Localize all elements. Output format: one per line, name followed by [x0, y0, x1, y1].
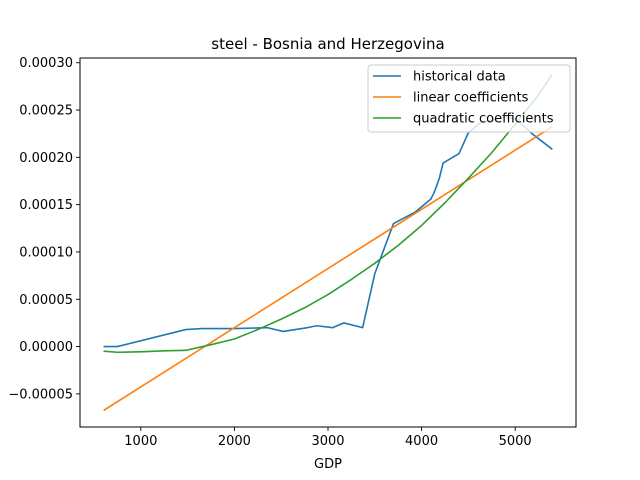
legend-label-1: historical data: [413, 70, 506, 85]
x-tick-label: 4000: [405, 434, 438, 449]
y-tick-label: 0.00020: [19, 151, 73, 166]
y-axis: −0.00005 0.00000 0.00005 0.00010 0.00015 0.00…: [8, 56, 80, 402]
y-tick-label: 0.00010: [19, 245, 73, 260]
series-line-2: [103, 125, 553, 412]
legend-box: [367, 64, 571, 133]
series-line-3: [103, 73, 553, 354]
legend-label-3: quadratic coefficients: [413, 112, 554, 127]
x-axis-label: GDP: [314, 457, 342, 472]
legend: historical data linear coefficients quadra…: [367, 64, 571, 133]
x-tick-label: 1000: [124, 434, 157, 449]
y-tick-label: 0.00030: [19, 56, 73, 71]
x-tick-label: 2000: [218, 434, 251, 449]
y-tick-label: 0.00015: [19, 198, 73, 213]
y-tick-label: −0.00005: [8, 387, 73, 402]
y-tick-label: 0.00005: [19, 293, 73, 308]
chart-title: steel - Bosnia and Herzegovina: [211, 35, 444, 53]
x-tick-label: 5000: [499, 434, 532, 449]
y-tick-label: 0.00000: [19, 340, 73, 355]
x-axis: 1000 2000 3000 4000 5000: [124, 427, 532, 449]
legend-label-2: linear coefficients: [413, 91, 529, 106]
y-tick-label: 0.00025: [19, 104, 73, 119]
x-tick-label: 3000: [311, 434, 344, 449]
